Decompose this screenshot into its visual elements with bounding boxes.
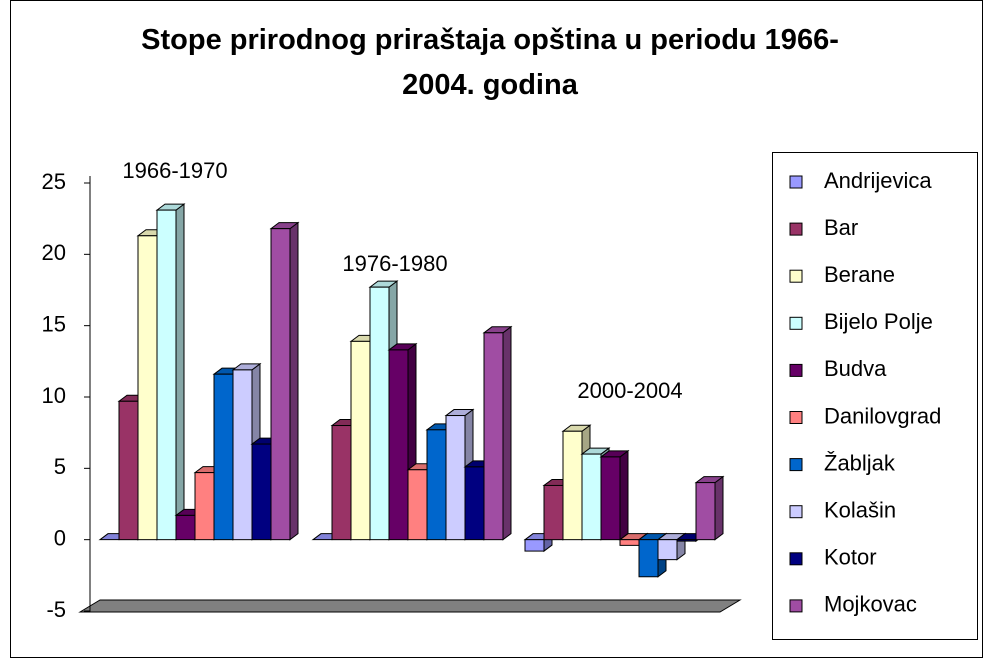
legend-label: Andrijevica — [824, 168, 932, 193]
y-tick-label: 5 — [54, 454, 66, 479]
bar — [599, 449, 630, 541]
legend-label: Budva — [824, 356, 887, 381]
y-tick-label: 20 — [42, 240, 66, 265]
bar-side — [289, 221, 299, 541]
bar — [231, 362, 262, 541]
bar-front — [270, 228, 291, 541]
bar-front — [156, 209, 177, 541]
y-tick-label: 10 — [42, 383, 66, 408]
category-label: 2000-2004 — [577, 378, 682, 403]
bar-front — [619, 539, 640, 546]
y-tick-label: 15 — [42, 311, 66, 336]
bar-front — [657, 539, 678, 561]
legend-label: Kotor — [824, 545, 877, 570]
bar-side — [175, 203, 185, 541]
bar-front — [464, 466, 485, 541]
legend-swatch — [789, 411, 803, 424]
y-tick-label: -5 — [46, 597, 66, 622]
bar-front — [562, 430, 583, 541]
bar — [155, 203, 186, 541]
legend-swatch — [789, 175, 803, 189]
legend-label: Bar — [824, 215, 858, 240]
category-label: 1976-1980 — [342, 251, 447, 276]
legend-swatch — [789, 269, 803, 283]
category-label: 1966-1970 — [122, 158, 227, 183]
legend-swatch — [789, 505, 803, 519]
bar-front — [638, 539, 659, 578]
legend-swatch — [789, 222, 803, 236]
bar-front — [137, 235, 158, 541]
bar-front — [194, 472, 215, 541]
bar-front — [369, 286, 390, 541]
legend-label: Danilovgrad — [824, 403, 941, 428]
legend-swatch — [789, 316, 803, 330]
bar-front — [232, 369, 253, 541]
bar-front — [350, 340, 371, 541]
bar-front — [600, 456, 621, 541]
legend-label: Bijelo Polje — [824, 309, 933, 334]
bar — [269, 221, 300, 541]
bar-front — [175, 514, 196, 541]
bar-front — [331, 425, 352, 541]
bar — [482, 325, 513, 541]
bar-front — [483, 332, 504, 541]
bar-front — [388, 349, 409, 541]
bar-front — [407, 469, 428, 541]
bar — [694, 475, 725, 541]
legend — [772, 152, 978, 640]
bar-front — [118, 400, 139, 541]
bar-front — [445, 415, 466, 541]
bar-side — [502, 325, 512, 541]
legend-swatch — [789, 599, 803, 613]
bar-side — [619, 449, 629, 541]
bar-front — [581, 453, 602, 541]
bar-front — [251, 443, 272, 541]
floor — [78, 599, 742, 613]
legend-swatch — [789, 552, 803, 566]
y-tick-label: 0 — [54, 525, 66, 550]
chart-title: Stope prirodnog priraštaja opština u per… — [141, 24, 839, 101]
legend-swatch — [789, 458, 803, 472]
bar-front — [695, 482, 716, 541]
legend-label: Žabljak — [824, 450, 896, 475]
legend-label: Mojkovac — [824, 592, 917, 617]
bar-front — [524, 539, 545, 552]
y-tick-label: 25 — [42, 169, 66, 194]
bar-front — [213, 373, 234, 541]
bar-front — [543, 484, 564, 541]
legend-label: Berane — [824, 262, 895, 287]
bar-front — [426, 429, 447, 541]
legend-swatch — [789, 363, 803, 377]
legend-label: Kolašin — [824, 498, 896, 523]
bar-side — [714, 475, 724, 541]
bar-front — [676, 539, 697, 542]
